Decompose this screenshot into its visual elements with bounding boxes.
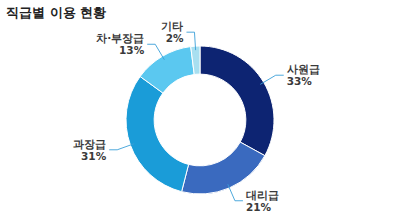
leader-line: [147, 44, 164, 59]
slice-label: 기타: [161, 20, 183, 32]
slice: [182, 142, 265, 194]
chart-title: 직급별 이용 현황: [6, 5, 106, 20]
leader-line: [260, 75, 283, 84]
slice-label: 과장급: [73, 138, 106, 150]
leader-line: [228, 184, 243, 201]
data-label: 13%: [119, 44, 145, 56]
data-label: 21%: [246, 201, 272, 213]
slice: [126, 77, 189, 192]
slice-label: 차·부장급: [96, 32, 144, 44]
slice: [140, 47, 194, 93]
slice-label: 사원급: [287, 63, 320, 75]
slice-label: 대리급: [246, 189, 279, 201]
data-label: 31%: [81, 150, 107, 162]
data-label: 33%: [287, 75, 313, 87]
leader-line: [186, 32, 195, 50]
slice: [200, 46, 274, 156]
labels: 사원급33% 대리급21% 과장급31% 차·부장급13% 기타2%: [73, 20, 320, 213]
chart-container: 직급별 이용 현황사원급33% 대리급21% 과장급31% 차·부장급13% 기타2%: [0, 0, 400, 215]
chart-svg: 직급별 이용 현황사원급33% 대리급21% 과장급31% 차·부장급13% 기타2%: [0, 0, 400, 215]
slice: [191, 46, 200, 74]
data-label: 2%: [166, 32, 184, 44]
leader-line: [109, 144, 134, 150]
slices: [126, 46, 274, 194]
